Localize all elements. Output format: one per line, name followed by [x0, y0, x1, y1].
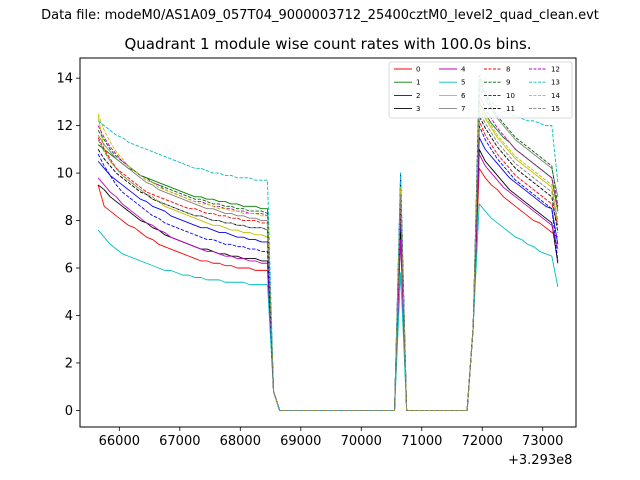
y-tick-label: 10: [56, 167, 73, 182]
axes-layer: 66000 67000 68000 69000 70000 71000 72000 73000…: [56, 72, 563, 449]
series-layer: [97, 75, 559, 411]
x-tick-label: 67000: [159, 434, 200, 449]
legend-label-11: 11: [506, 105, 515, 113]
legend-label-5: 5: [461, 79, 465, 87]
legend-label-14: 14: [551, 92, 560, 100]
legend-label-7: 7: [461, 105, 465, 113]
plot-background: [80, 58, 576, 427]
x-axis-offset-label: +3.293e8: [508, 453, 573, 468]
chart-title: Quadrant 1 module wise count rates with …: [124, 35, 532, 53]
y-tick-label: 2: [65, 356, 73, 371]
legend-label-9: 9: [506, 79, 510, 87]
y-tick-label: 8: [65, 214, 73, 229]
legend-label-12: 12: [551, 66, 560, 74]
legend-frame: [388, 61, 573, 119]
legend-label-1: 1: [416, 79, 420, 87]
legend-label-3: 3: [416, 105, 420, 113]
legend-label-4: 4: [461, 66, 466, 74]
x-tick-label: 73000: [522, 434, 563, 449]
series-line-9: [97, 75, 559, 411]
x-tick-label: 66000: [99, 434, 140, 449]
x-tick-label: 68000: [220, 434, 261, 449]
y-tick-label: 0: [65, 404, 73, 419]
figure-suptitle: Data file: modeM0/AS1A09_057T04_90000037…: [41, 8, 599, 23]
x-tick-label: 70000: [341, 434, 382, 449]
legend-label-15: 15: [551, 105, 560, 113]
legend-label-8: 8: [506, 66, 510, 74]
x-tick-label: 72000: [462, 434, 503, 449]
plot-frame: [79, 57, 577, 428]
x-tick-label: 71000: [401, 434, 442, 449]
legend-label-0: 0: [416, 66, 420, 74]
series-line-10: [97, 125, 559, 411]
y-tick-label: 6: [65, 262, 73, 277]
legend-label-6: 6: [461, 92, 466, 100]
legend-label-2: 2: [416, 92, 420, 100]
x-tick-label: 69000: [280, 434, 321, 449]
legend-label-13: 13: [551, 79, 560, 87]
y-tick-label: 14: [56, 72, 73, 87]
y-tick-label: 12: [56, 119, 73, 134]
y-tick-label: 4: [65, 309, 73, 324]
legend-label-10: 10: [506, 92, 515, 100]
